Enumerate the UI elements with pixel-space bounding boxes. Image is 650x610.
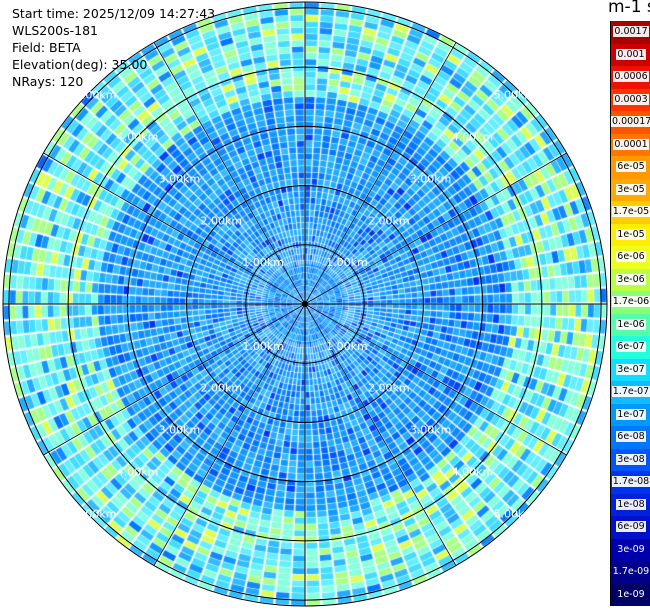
colorbar-tick-label: 1.7e-09 <box>612 566 650 577</box>
range-ring-label: 2.00km <box>200 382 242 395</box>
colorbar-tick-label: 6e-06 <box>616 251 646 262</box>
colorbar-tick-label: 1.7e-08 <box>611 476 650 487</box>
colorbar-cell: 1.7e-05 <box>611 201 650 224</box>
colorbar-cell: 3e-05 <box>611 178 650 201</box>
range-ring-label: 3.00km <box>410 172 452 185</box>
colorbar-tick-label: 0.0003 <box>613 93 649 105</box>
colorbar-cell: 1.7e-07 <box>611 381 650 404</box>
colorbar-tick-label: 1e-06 <box>616 318 646 330</box>
radar-center-marker <box>302 301 308 307</box>
colorbar-cell: 0.0006 <box>611 66 650 89</box>
colorbar-tick-label: 3e-07 <box>616 363 646 375</box>
colorbar-tick-label: 3e-06 <box>616 273 646 285</box>
range-ring-label: 4.00km <box>452 465 494 478</box>
colorbar-cell: 0.0001 <box>611 133 650 156</box>
range-ring-label: 5.00km <box>494 89 536 102</box>
range-ring-label: 5.00km <box>494 507 536 520</box>
colorbar: 0.0017 0.001 0.0006 0.0003 0.00017 0.0001 6e-0… <box>610 21 650 606</box>
range-ring <box>126 125 484 483</box>
field-text: Field: BETA <box>12 40 81 55</box>
colorbar-tick-label: 6e-09 <box>616 521 646 532</box>
range-ring <box>186 185 424 423</box>
colorbar-tick-label: 1e-09 <box>617 588 645 600</box>
elevation-text: Elevation(deg): 35.00 <box>12 57 148 72</box>
range-ring-label: 1.00km <box>242 340 284 353</box>
range-ring <box>67 66 543 542</box>
range-ring-label: 4.00km <box>117 131 159 144</box>
colorbar-cell: 6e-08 <box>611 426 650 449</box>
colorbar-tick-label: 1e-05 <box>616 228 646 240</box>
colorbar-tick-label: 0.0001 <box>613 138 649 150</box>
colorbar-cell: 1.7e-06 <box>611 291 650 314</box>
colorbar-unit-title: m-1 sr-1 <box>608 0 650 17</box>
colorbar-tick-label: 0.0017 <box>613 26 649 37</box>
colorbar-cell: 3e-07 <box>611 358 650 381</box>
range-ring-label: 5.00km <box>75 507 117 520</box>
colorbar-tick-label: 1.7e-05 <box>611 206 650 217</box>
colorbar-tick-label: 0.00017 <box>611 116 650 127</box>
colorbar-cell: 3e-06 <box>611 268 650 291</box>
colorbar-cell: 1e-07 <box>611 403 650 426</box>
range-ring-label: 3.00km <box>410 424 452 437</box>
range-ring-label: 1.00km <box>326 340 368 353</box>
range-ring-label: 4.00km <box>452 131 494 144</box>
colorbar-cell: 1.7e-08 <box>611 471 650 494</box>
colorbar-cell: 1.7e-09 <box>611 561 650 584</box>
range-ring <box>245 244 365 364</box>
range-ring-label: 3.00km <box>159 172 201 185</box>
start-time-text: Start time: 2025/12/09 14:27:43 <box>12 6 216 21</box>
nrays-text: NRays: 120 <box>12 74 84 89</box>
colorbar-cell: 0.001 <box>611 43 650 66</box>
colorbar-cell: 1e-09 <box>611 583 650 606</box>
colorbar-tick-label: 6e-07 <box>616 341 646 352</box>
colorbar-cell: 6e-06 <box>611 246 650 269</box>
colorbar-cell: 3e-08 <box>611 448 650 471</box>
colorbar-cell: 6e-05 <box>611 156 650 179</box>
colorbar-tick-label: 1.7e-07 <box>611 386 650 397</box>
range-ring <box>8 7 602 601</box>
colorbar-tick-label: 3e-08 <box>616 453 646 465</box>
range-ring-label: 2.00km <box>368 214 410 227</box>
range-ring-label: 1.00km <box>326 256 368 269</box>
range-ring-label: 3.00km <box>159 424 201 437</box>
colorbar-cell: 1e-05 <box>611 223 650 246</box>
colorbar-cell: 0.0003 <box>611 88 650 111</box>
colorbar-cell: 6e-09 <box>611 516 650 539</box>
colorbar-tick-label: 0.0006 <box>613 71 649 82</box>
range-ring-label: 1.00km <box>242 256 284 269</box>
colorbar-cell: 1e-08 <box>611 493 650 516</box>
range-ring-label: 2.00km <box>200 214 242 227</box>
colorbar-cell: 0.0017 <box>611 21 650 44</box>
colorbar-tick-label: 1.7e-06 <box>611 296 650 307</box>
range-ring-label: 4.00km <box>117 465 159 478</box>
colorbar-tick-label: 6e-08 <box>616 431 646 442</box>
scan-info-panel: Start time: 2025/12/09 14:27:43 WLS200s-… <box>12 5 215 90</box>
colorbar-tick-label: 1e-07 <box>616 408 646 420</box>
colorbar-tick-label: 6e-05 <box>616 161 646 172</box>
colorbar-tick-label: 3e-09 <box>617 543 645 555</box>
colorbar-tick-label: 0.001 <box>616 48 646 60</box>
range-ring-label: 5.00km <box>75 89 117 102</box>
colorbar-tick-label: 1e-08 <box>616 498 646 510</box>
colorbar-tick-label: 3e-05 <box>616 183 646 195</box>
colorbar-cell: 1e-06 <box>611 313 650 336</box>
range-ring-label: 2.00km <box>368 382 410 395</box>
colorbar-cell: 0.00017 <box>611 111 650 134</box>
colorbar-cell: 6e-07 <box>611 336 650 359</box>
device-name-text: WLS200s-181 <box>12 23 98 38</box>
colorbar-cell: 3e-09 <box>611 538 650 561</box>
